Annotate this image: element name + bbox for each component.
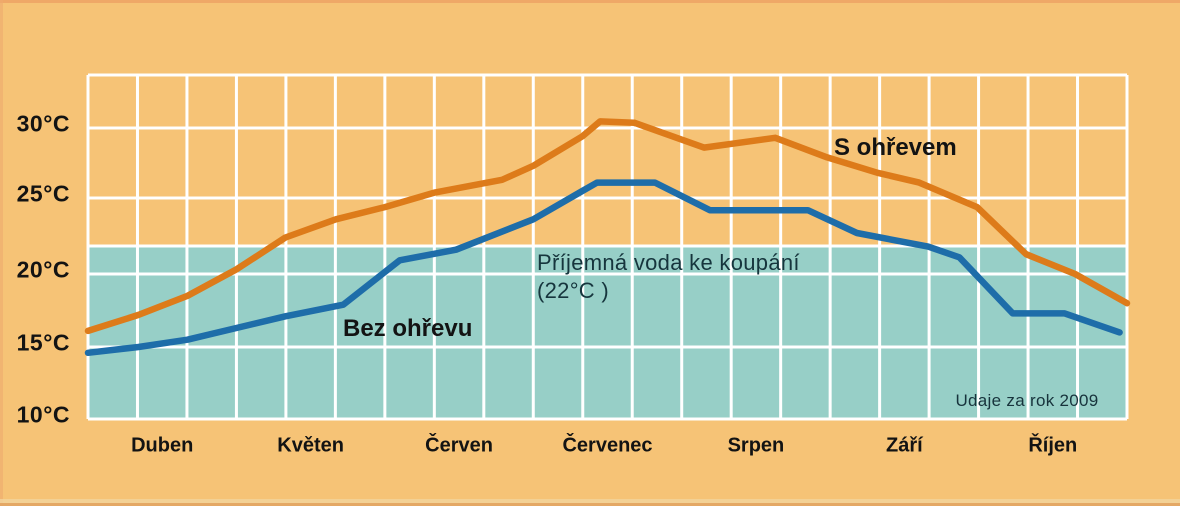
- page-edge-bottom-dark: [0, 503, 1180, 506]
- comfort-band-label-line2: (22°C ): [537, 278, 610, 303]
- x-axis-label: Říjen: [1028, 434, 1078, 457]
- y-axis-label: 15°C: [16, 329, 70, 356]
- y-axis-label: 20°C: [16, 256, 70, 283]
- comfort-band-label-line1: Příjemná voda ke koupání: [537, 250, 800, 275]
- x-axis-label: Duben: [131, 434, 194, 457]
- comfort-band-label: Příjemná voda ke koupání (22°C ): [537, 249, 800, 305]
- series-label-s-ohrevem: S ohřevem: [834, 134, 957, 161]
- y-axis-label: 30°C: [16, 110, 70, 137]
- page-edge-left: [0, 0, 3, 506]
- series-line-s-ohrevem: [84, 118, 1131, 335]
- page-edge-top: [0, 0, 1180, 3]
- series-label-bez-ohrevu: Bez ohřevu: [343, 315, 473, 342]
- source-note: Udaje za rok 2009: [955, 391, 1099, 410]
- series-line-bez-ohrevu: [84, 179, 1123, 357]
- x-axis-label: Červenec: [562, 434, 653, 457]
- x-axis-label: Červen: [425, 434, 493, 457]
- y-axis-label: 25°C: [16, 180, 70, 207]
- page-edge-bottom-light: [0, 499, 1180, 503]
- x-axis-label: Září: [886, 434, 923, 457]
- x-axis-label: Květen: [277, 434, 344, 457]
- x-axis-label: Srpen: [727, 434, 785, 457]
- y-axis-label: 10°C: [16, 401, 70, 428]
